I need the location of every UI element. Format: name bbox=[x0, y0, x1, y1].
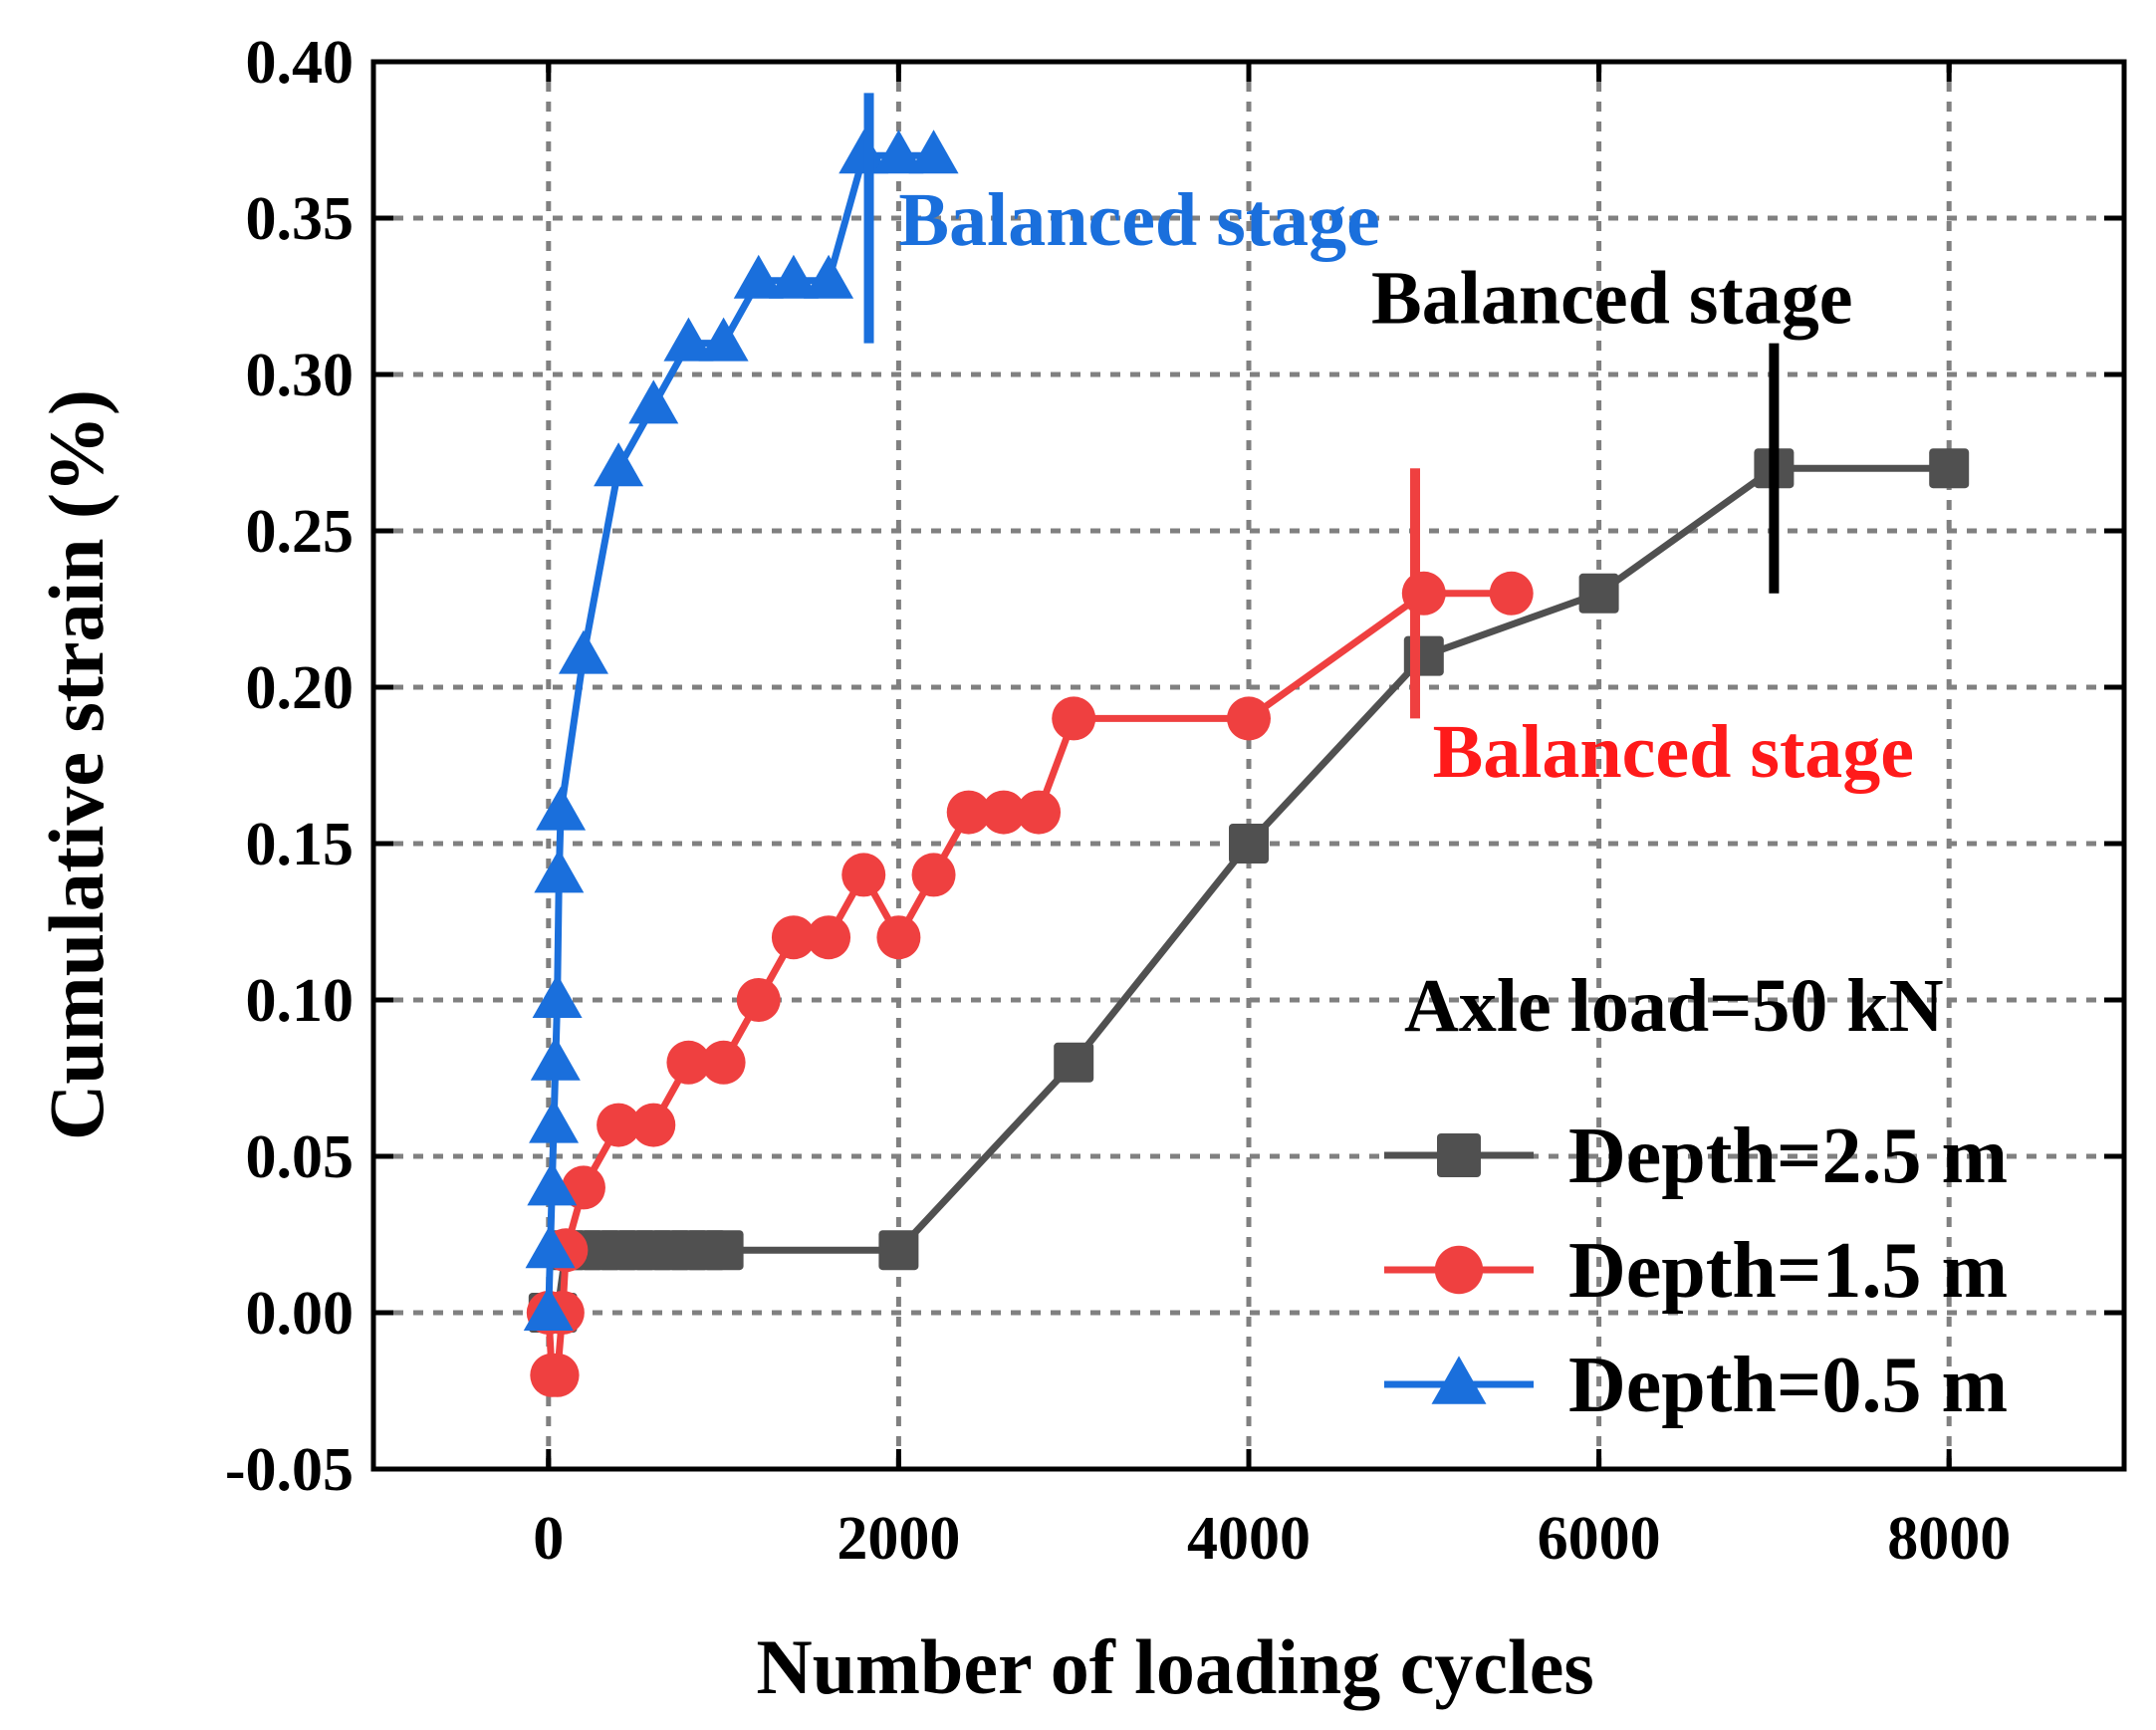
circle-marker bbox=[946, 790, 991, 835]
circle-marker bbox=[911, 853, 956, 897]
circle-marker bbox=[807, 915, 851, 960]
circle-marker bbox=[1017, 790, 1062, 835]
y-tick-label: 0.35 bbox=[246, 185, 355, 253]
circle-marker bbox=[631, 1103, 676, 1147]
square-marker bbox=[1054, 1042, 1094, 1083]
legend-title: Axle load=50 kN bbox=[1404, 964, 1944, 1048]
x-tick-label: 2000 bbox=[837, 1505, 960, 1573]
x-tick-label: 8000 bbox=[1887, 1505, 2011, 1573]
balanced-stage-label: Balanced stage bbox=[1371, 257, 1852, 341]
triangle-marker bbox=[873, 129, 924, 174]
y-tick-label: -0.05 bbox=[225, 1436, 354, 1504]
y-tick-label: 0.20 bbox=[246, 654, 355, 722]
y-tick-label: 0.05 bbox=[246, 1123, 355, 1191]
triangle-marker bbox=[558, 629, 608, 674]
triangle-marker bbox=[698, 317, 749, 362]
y-tick-label: 0.40 bbox=[246, 29, 355, 97]
triangle-marker bbox=[534, 849, 585, 893]
triangle-marker bbox=[733, 254, 784, 299]
triangle-marker bbox=[527, 1161, 578, 1206]
circle-marker bbox=[666, 1040, 711, 1085]
y-tick-label: 0.10 bbox=[246, 967, 355, 1035]
triangle-marker bbox=[594, 442, 644, 487]
x-tick-label: 0 bbox=[533, 1505, 564, 1573]
y-tick-label: 0.15 bbox=[246, 811, 355, 878]
circle-marker bbox=[1401, 571, 1446, 616]
triangle-marker bbox=[628, 379, 679, 424]
circle-marker bbox=[1227, 696, 1271, 741]
x-tick-label: 4000 bbox=[1187, 1505, 1311, 1573]
triangle-marker bbox=[532, 974, 583, 1018]
circle-marker bbox=[701, 1040, 746, 1085]
triangle-marker bbox=[529, 1099, 580, 1143]
circle-marker bbox=[597, 1103, 641, 1147]
legend-label: Depth=0.5 m bbox=[1568, 1342, 2008, 1429]
circle-marker bbox=[1052, 696, 1096, 741]
square-marker bbox=[703, 1230, 744, 1271]
circle-marker bbox=[841, 853, 886, 897]
triangle-marker bbox=[663, 317, 714, 362]
y-tick-label: 0.25 bbox=[246, 498, 355, 566]
legend-label: Depth=1.5 m bbox=[1568, 1227, 2008, 1315]
circle-marker bbox=[736, 978, 781, 1022]
triangle-marker bbox=[525, 1224, 576, 1269]
circle-marker bbox=[876, 915, 921, 960]
legend-label: Depth=2.5 m bbox=[1568, 1112, 2008, 1200]
grid bbox=[373, 62, 2124, 1469]
triangle-marker bbox=[768, 254, 819, 299]
circle-marker bbox=[535, 1353, 580, 1397]
triangle-marker bbox=[908, 129, 959, 174]
balanced-stage-label: Balanced stage bbox=[1433, 710, 1914, 794]
triangle-marker bbox=[804, 254, 854, 299]
square-marker bbox=[878, 1230, 919, 1271]
triangle-marker bbox=[838, 129, 889, 174]
triangle-marker bbox=[1431, 1356, 1487, 1404]
circle-marker bbox=[981, 790, 1026, 835]
circle-marker bbox=[771, 915, 816, 960]
triangle-marker bbox=[523, 1287, 574, 1331]
square-marker bbox=[1229, 824, 1269, 864]
series-layer bbox=[523, 129, 1970, 1397]
circle-marker bbox=[1489, 571, 1534, 616]
series-depth-1-5-m bbox=[526, 571, 1534, 1397]
square-marker bbox=[1578, 573, 1619, 614]
square-marker bbox=[1403, 635, 1444, 676]
y-axis-label: Cumulative strain (%) bbox=[33, 389, 120, 1140]
legend: Axle load=50 kN Depth=2.5 m Depth=1.5 m De… bbox=[1384, 964, 2008, 1429]
x-axis-label: Number of loading cycles bbox=[756, 1623, 1593, 1710]
x-tick-label: 6000 bbox=[1538, 1505, 1661, 1573]
series-depth-0-5-m bbox=[523, 129, 959, 1331]
y-tick-label: 0.00 bbox=[246, 1280, 355, 1348]
triangle-marker bbox=[536, 786, 587, 831]
y-tick-label: 0.30 bbox=[246, 342, 355, 409]
square-marker bbox=[1929, 448, 1970, 489]
square-marker bbox=[1437, 1133, 1481, 1177]
balanced-stage-label: Balanced stage bbox=[898, 178, 1379, 262]
ticks: 0 2000 4000 6000 8000 -0.05 0.00 0.05 0.10 0.15 0.… bbox=[225, 29, 2124, 1573]
circle-marker bbox=[1434, 1245, 1484, 1295]
triangle-marker bbox=[530, 1036, 581, 1081]
